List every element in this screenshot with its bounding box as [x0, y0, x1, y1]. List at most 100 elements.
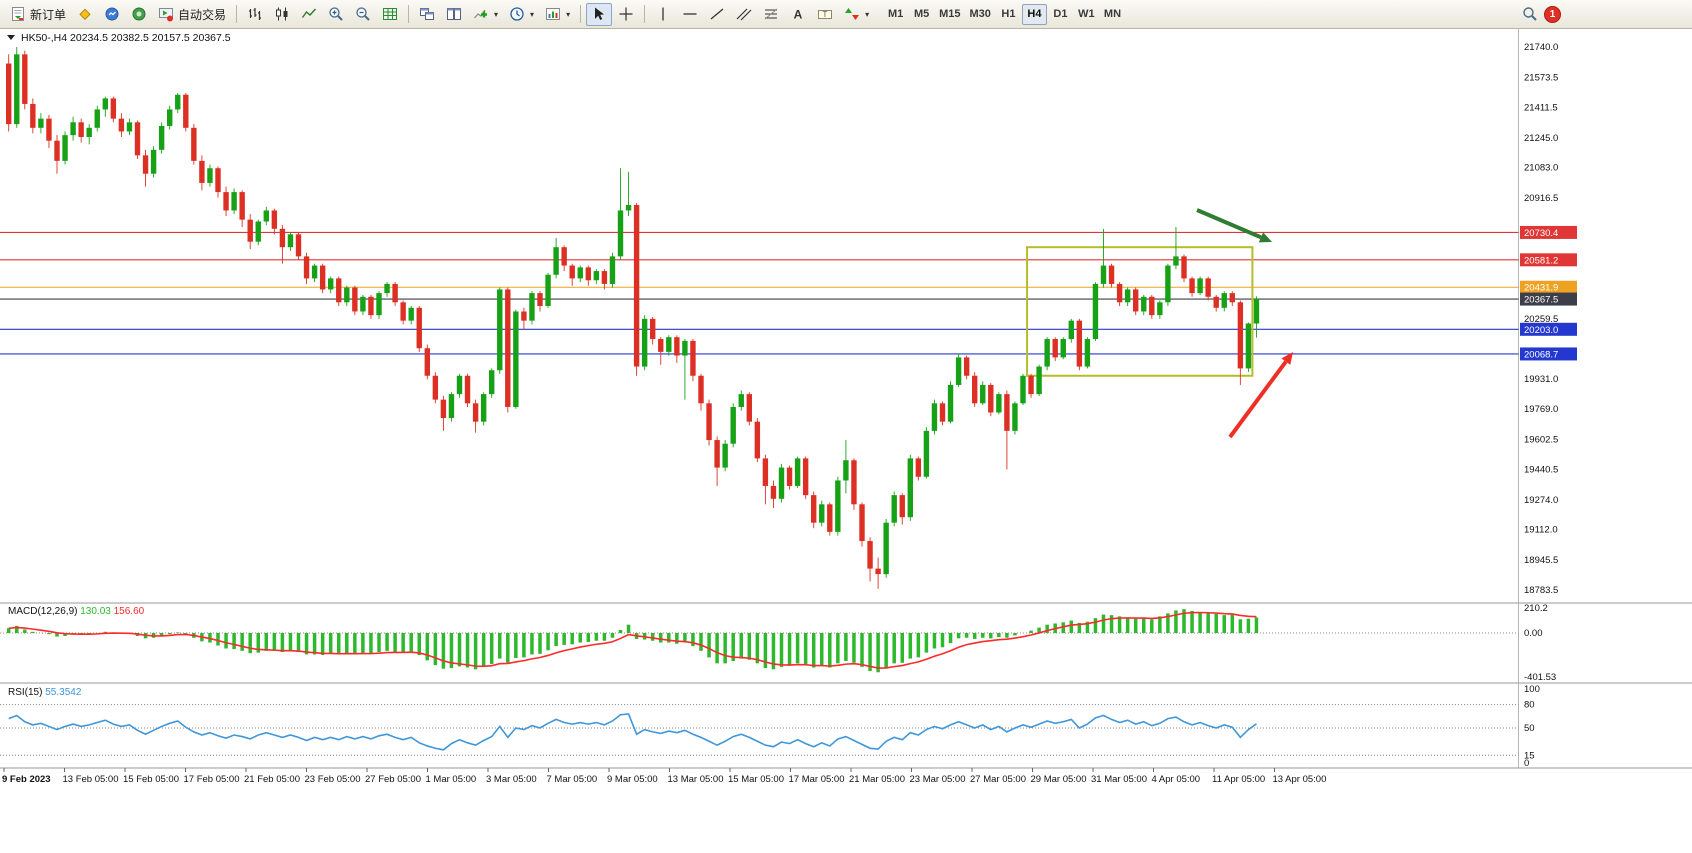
navigator-button[interactable] [126, 3, 152, 26]
new-order-label: 新订单 [30, 7, 67, 22]
chart-expand-icon[interactable] [7, 35, 15, 40]
price-axis-label: 19274.0 [1524, 495, 1558, 506]
time-axis-label: 13 Feb 05:00 [63, 774, 119, 785]
tile-windows-button[interactable] [414, 3, 440, 26]
crosshair-tool-button[interactable] [613, 3, 639, 26]
price-axis-label: 21573.5 [1524, 73, 1558, 84]
timeframe-button-m5[interactable]: M5 [913, 8, 930, 20]
toolbar-separator [580, 5, 582, 23]
timeframe-button-m15[interactable]: M15 [939, 8, 961, 20]
vertical-line-tool-button[interactable] [650, 3, 676, 26]
navigator-icon [131, 6, 147, 22]
price-badge-label: 20203.0 [1524, 325, 1558, 336]
time-scale[interactable]: 9 Feb 2023 13 Feb 05:00 15 Feb 05:00 17 Feb… [2, 768, 1326, 785]
price-axis-label: 21245.0 [1524, 133, 1558, 144]
channel-tool-button[interactable] [731, 3, 757, 26]
red-arrow[interactable] [1228, 352, 1293, 439]
toolbar-separator [408, 5, 410, 23]
timeframe-button-m1[interactable]: M1 [887, 8, 904, 20]
rsi-axis-label: 100 [1524, 684, 1540, 695]
text-tool-button[interactable]: A [785, 3, 811, 26]
time-axis-label: 13 Mar 05:00 [668, 774, 724, 785]
price-badge-label: 20068.7 [1524, 349, 1558, 360]
macd-signal-line [8, 611, 1257, 669]
zoom-in-icon [328, 6, 344, 22]
arrows-tool-button[interactable]: ▾ [839, 3, 874, 26]
green-arrow[interactable] [1196, 208, 1272, 243]
templates-button[interactable]: ▾ [540, 3, 575, 26]
price-axis-label: 19440.5 [1524, 464, 1558, 475]
time-axis-label: 7 Mar 05:00 [547, 774, 598, 785]
price-axis-label: 19931.0 [1524, 374, 1558, 385]
price-axis-label: 21083.0 [1524, 163, 1558, 174]
fibonacci-icon [763, 6, 779, 22]
time-axis-label: 13 Apr 05:00 [1273, 774, 1327, 785]
macd-axis-label: -401.53 [1524, 672, 1556, 683]
trendline-tool-button[interactable] [704, 3, 730, 26]
notification-badge[interactable]: 1 [1544, 5, 1561, 23]
timeframe-button-d1[interactable]: D1 [1053, 8, 1068, 20]
market-watch-icon [104, 6, 120, 22]
crosshair-icon [618, 6, 634, 22]
market-watch-button[interactable] [99, 3, 125, 26]
horizontal-line-icon [682, 6, 698, 22]
macd-axis-label: 210.2 [1524, 603, 1548, 614]
time-axis-label: 9 Feb 2023 [2, 774, 51, 785]
time-axis-label: 15 Feb 05:00 [123, 774, 179, 785]
price-axis-label: 18945.5 [1524, 555, 1558, 566]
time-axis-label: 9 Mar 05:00 [607, 774, 658, 785]
periods-button[interactable]: ▾ [504, 3, 539, 26]
autotrade-icon [158, 6, 174, 22]
timeframe-button-w1[interactable]: W1 [1078, 8, 1095, 20]
price-axis-label: 18783.5 [1524, 585, 1558, 596]
line-chart-mode-button[interactable] [296, 3, 322, 26]
time-axis-label: 4 Apr 05:00 [1152, 774, 1201, 785]
price-badge-label: 20581.2 [1524, 255, 1558, 266]
rsi-label: RSI(15) 55.3542 [8, 687, 82, 698]
text-label-tool-button[interactable]: T [812, 3, 838, 26]
zoom-out-button[interactable] [350, 3, 376, 26]
macd-axis-label: 0.00 [1524, 628, 1543, 639]
fibonacci-tool-button[interactable] [758, 3, 784, 26]
timeframe-button-m30[interactable]: M30 [969, 8, 991, 20]
chart-canvas[interactable]: HK50-,H4 20234.5 20382.5 20157.5 20367.5… [0, 29, 1692, 819]
cursor-tool-button[interactable] [586, 2, 613, 26]
cascade-windows-button[interactable] [441, 3, 467, 26]
price-axis-label: 19602.5 [1524, 435, 1558, 446]
search-button[interactable] [1517, 3, 1543, 26]
timeframe-button-h1[interactable]: H1 [1001, 8, 1016, 20]
timeframe-button-h4[interactable]: H4 [1021, 3, 1047, 25]
price-badge [1520, 292, 1577, 306]
price-axis-label: 20259.5 [1524, 314, 1558, 325]
time-axis-label: 27 Feb 05:00 [365, 774, 421, 785]
vertical-line-icon [655, 6, 671, 22]
tile-windows-icon [419, 6, 435, 22]
candlestick-mode-button[interactable] [269, 3, 295, 26]
autotrade-button[interactable]: 自动交易 [153, 3, 231, 26]
text-label-icon: T [817, 6, 833, 22]
bar-chart-icon [247, 6, 263, 22]
indicators-button[interactable]: ▾ [468, 3, 503, 26]
time-axis-label: 17 Mar 05:00 [789, 774, 845, 785]
trendline-icon [709, 6, 725, 22]
profiles-button[interactable] [72, 3, 98, 26]
svg-text:T: T [823, 10, 828, 19]
chart-area[interactable]: HK50-,H4 20234.5 20382.5 20157.5 20367.5… [0, 29, 1692, 853]
macd-label: MACD(12,26,9) 130.03 156.60 [8, 606, 145, 617]
periods-icon [509, 6, 525, 22]
horizontal-line-tool-button[interactable] [677, 3, 703, 26]
price-scale[interactable]: 21740.0 21573.5 21411.5 21245.0 21083.0 20916… [1518, 29, 1559, 768]
tile-grid-button[interactable] [377, 3, 403, 26]
new-order-button[interactable]: 新订单 [5, 3, 71, 26]
bar-chart-mode-button[interactable] [242, 3, 268, 26]
box-annotation[interactable] [1026, 246, 1254, 377]
zoom-in-button[interactable] [323, 3, 349, 26]
timeframe-button-mn[interactable]: MN [1103, 8, 1122, 20]
time-axis-label: 21 Feb 05:00 [244, 774, 300, 785]
time-axis-label: 11 Apr 05:00 [1212, 774, 1265, 785]
price-badge-label: 20367.5 [1524, 295, 1558, 306]
main-toolbar: 新订单 自动交易 [0, 0, 1692, 29]
time-axis-label: 31 Mar 05:00 [1091, 774, 1147, 785]
price-badge-label: 20730.4 [1524, 228, 1558, 239]
